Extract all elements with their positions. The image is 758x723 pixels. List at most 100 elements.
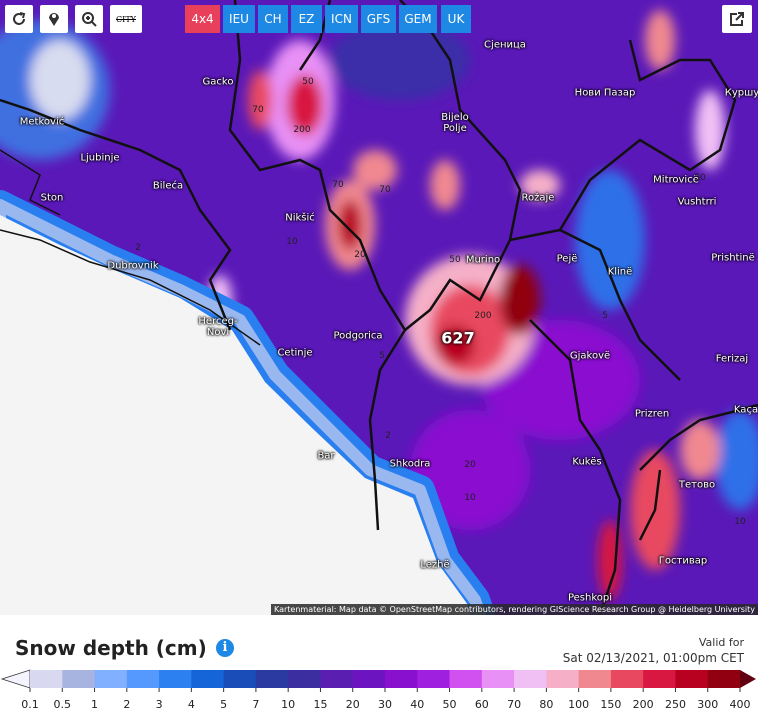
city-label: Metković: [19, 116, 65, 128]
city-label: Peshkopi: [567, 592, 613, 604]
scale-segment: [481, 670, 515, 688]
city-label: Gacko: [202, 76, 234, 88]
map-value-label: 10: [464, 493, 476, 503]
scale-segment: [449, 670, 483, 688]
map-value-label: 2: [385, 431, 391, 441]
city-label: Тетово: [678, 479, 716, 491]
city-label: Ljubinje: [80, 152, 120, 164]
attribution: Kartenmaterial: Map data © OpenStreetMap…: [270, 604, 758, 615]
model-button[interactable]: CH: [258, 5, 288, 33]
map-value-label: 50: [694, 173, 706, 183]
refresh-button[interactable]: [5, 5, 33, 33]
scale-segment: [191, 670, 225, 688]
city-label: Herceg-Novi: [198, 316, 238, 338]
map-value-label: 10: [286, 237, 298, 247]
location-button[interactable]: [40, 5, 68, 33]
city-label: Cetinje: [277, 347, 313, 359]
model-button[interactable]: ICN: [325, 5, 358, 33]
scale-tick-label: 15: [313, 698, 327, 711]
color-scale: 0.1 0.5 1 2 3 4 5 7 10 15 20 30 40 50 60 70 80 100 150 200 2…: [0, 669, 756, 711]
scale-segment: [385, 670, 418, 688]
scale-tick-label: 200: [633, 698, 654, 711]
city-label: Rožaje: [521, 192, 555, 204]
map-value-label: 200: [474, 311, 492, 321]
scale-segment: [159, 670, 192, 688]
scale-tick-label: 100: [568, 698, 589, 711]
scale-tick-label: 1: [91, 698, 98, 711]
city-label: Gjakovë: [569, 350, 611, 362]
city-label: Ston: [40, 192, 64, 204]
scale-segment: [352, 670, 386, 688]
city-label: Bileća: [152, 180, 184, 192]
model-button[interactable]: UK: [441, 5, 471, 33]
scale-tick-label: 150: [600, 698, 621, 711]
map-value-label: 50: [302, 77, 314, 87]
scale-tick-label: 2: [123, 698, 130, 711]
map-value-label: 2: [135, 243, 141, 253]
scale-segment: [417, 670, 451, 688]
map-value-label: 70: [252, 105, 264, 115]
map-value-label: 20: [354, 250, 366, 260]
map: [0, 0, 758, 615]
scale-tick-label: 250: [665, 698, 686, 711]
scale-tick-label: 50: [443, 698, 457, 711]
scale-segment: [546, 670, 580, 688]
map-value-label: 10: [734, 517, 746, 527]
city-label: Гостивар: [658, 555, 708, 567]
map-value-label: 5: [602, 311, 608, 321]
map-value-label: 5: [379, 351, 385, 361]
info-button[interactable]: i: [216, 639, 234, 657]
scale-tick-label: 5: [220, 698, 227, 711]
city-label: Podgorica: [333, 330, 383, 342]
scale-tick-label: 20: [346, 698, 360, 711]
city-label: Bar: [317, 450, 335, 462]
legend-title: Snow depth (cm): [15, 636, 207, 660]
scale-segment: [94, 670, 128, 688]
model-button[interactable]: 4x4: [185, 5, 220, 33]
city-label: Kukës: [572, 456, 602, 468]
scale-tick-label: 0.1: [21, 698, 39, 711]
share-icon: [730, 12, 744, 26]
scale-tick-label: 4: [188, 698, 195, 711]
scale-tick-label: 10: [281, 698, 295, 711]
model-button[interactable]: GEM: [399, 5, 437, 33]
city-label: Dubrovnik: [107, 260, 159, 272]
model-button[interactable]: EZ: [291, 5, 322, 33]
scale-tick-label: 60: [475, 698, 489, 711]
city-label: Klinë: [607, 266, 633, 278]
zoom-button[interactable]: [75, 5, 103, 33]
refresh-icon: [13, 12, 26, 25]
city-label: Куршу: [724, 87, 758, 99]
scale-segment: [30, 670, 63, 688]
map-value-label: 70: [379, 185, 391, 195]
city-label: Vushtrri: [677, 196, 717, 208]
scale-segment: [675, 670, 709, 688]
scale-tick-label: 30: [378, 698, 392, 711]
share-button[interactable]: [722, 5, 752, 33]
city-label: Mitrovicë: [653, 174, 699, 186]
scale-tick-label: 7: [252, 698, 259, 711]
city-label: Prizren: [634, 408, 670, 420]
scale-tick-label: 400: [730, 698, 751, 711]
scale-tick-label: 70: [507, 698, 521, 711]
map-value-label: 200: [293, 125, 311, 135]
model-button[interactable]: GFS: [361, 5, 396, 33]
city-label: Shkodra: [389, 458, 431, 470]
city-label: Нови Пазар: [574, 87, 636, 99]
city-button[interactable]: CITY: [110, 5, 142, 33]
scale-segment: [707, 670, 741, 688]
scale-segment: [643, 670, 676, 688]
map-value-label: 627: [441, 328, 475, 348]
valid-time: Sat 02/13/2021, 01:00pm CET: [562, 651, 744, 665]
city-label: Pejë: [556, 253, 578, 265]
scale-tick-label: 40: [410, 698, 424, 711]
city-label: Prishtinë: [711, 252, 755, 264]
city-label: Bijelo Polje: [441, 112, 469, 134]
model-button[interactable]: IEU: [223, 5, 255, 33]
scale-tick-label: 0.5: [54, 698, 72, 711]
scale-arrow-left: [0, 669, 31, 689]
map-value-label: 50: [449, 255, 461, 265]
city-label: Сјеница: [484, 39, 526, 51]
scale-tick-label: 3: [156, 698, 163, 711]
